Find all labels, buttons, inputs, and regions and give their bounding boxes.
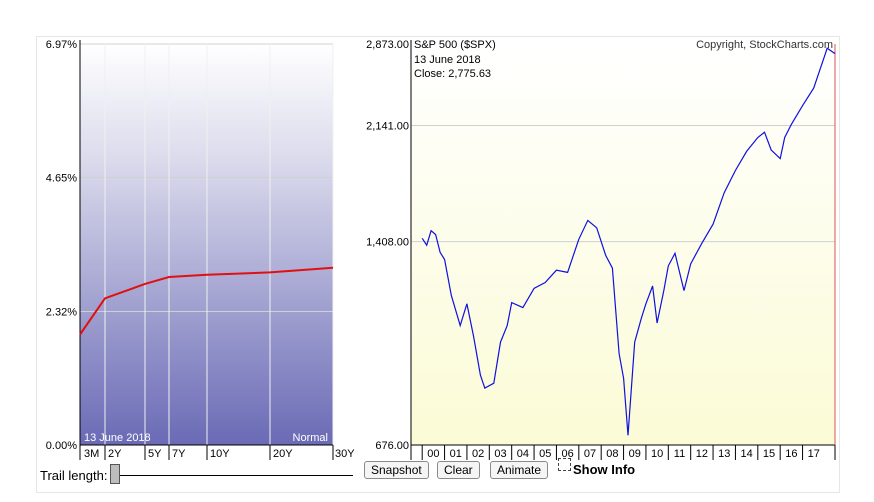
spx-x-tick-label: 15 bbox=[763, 448, 775, 460]
spx-x-tick-label: 16 bbox=[785, 448, 797, 460]
spx-grid bbox=[411, 125, 835, 243]
spx-x-tick-label: 14 bbox=[740, 448, 752, 460]
yield-x-tick-label: 10Y bbox=[210, 448, 230, 460]
spx-info-date: 13 June 2018 bbox=[414, 54, 481, 66]
spx-title: S&P 500 ($SPX) bbox=[414, 39, 496, 51]
spx-x-tick-label: 00 bbox=[427, 448, 439, 460]
charts-svg: 6.97% 4.65% 2.32% 0.00% 3M 2Y 5Y 7Y 10Y 20Y 30Y 1… bbox=[46, 39, 836, 460]
yield-date-label: 13 June 2018 bbox=[84, 432, 151, 444]
spx-y-tick-label: 676.00 bbox=[375, 440, 409, 452]
yield-y-tick-label: 0.00% bbox=[46, 440, 77, 452]
spx-x-tick-label: 01 bbox=[450, 448, 462, 460]
yield-y-tick-label: 6.97% bbox=[46, 39, 77, 51]
trail-length-track[interactable] bbox=[117, 475, 353, 476]
spx-y-tick-label: 1,408.00 bbox=[366, 237, 409, 249]
yield-y-tick-label: 4.65% bbox=[46, 172, 77, 184]
yield-x-tick-label: 2Y bbox=[108, 448, 122, 460]
spx-info-close: Close: 2,775.63 bbox=[414, 68, 491, 80]
spx-y-ticks: 2,873.00 2,141.00 1,408.00 676.00 bbox=[366, 39, 409, 452]
spx-x-tick-label: 10 bbox=[651, 448, 663, 460]
yield-y-tick-label: 2.32% bbox=[46, 307, 77, 319]
yield-x-ticks: 3M 2Y 5Y 7Y 10Y 20Y 30Y bbox=[79, 445, 355, 460]
show-info-checkbox[interactable] bbox=[558, 458, 571, 471]
controls-bar: Trail length: Snapshot Clear Animate Sho… bbox=[0, 456, 874, 496]
yield-grid bbox=[80, 43, 334, 446]
yield-shape-label: Normal bbox=[293, 432, 328, 444]
spx-x-tick-label: 07 bbox=[584, 448, 596, 460]
trail-length-thumb[interactable] bbox=[110, 464, 120, 484]
clear-button[interactable]: Clear bbox=[437, 461, 480, 479]
yield-x-tick-label: 5Y bbox=[148, 448, 162, 460]
spx-x-tick-label: 03 bbox=[494, 448, 506, 460]
chart-frame bbox=[36, 36, 840, 493]
yield-curve-line bbox=[79, 266, 334, 336]
spx-x-tick-label: 08 bbox=[606, 448, 618, 460]
spx-y-tick-label: 2,873.00 bbox=[366, 39, 409, 51]
spx-x-tick-label: 13 bbox=[718, 448, 730, 460]
spx-price-line bbox=[421, 47, 836, 436]
snapshot-button[interactable]: Snapshot bbox=[364, 461, 429, 479]
yield-curve-chart: 6.97% 4.65% 2.32% 0.00% 3M 2Y 5Y 7Y 10Y 20Y 30Y 1… bbox=[46, 39, 355, 460]
show-info-label: Show Info bbox=[573, 462, 636, 477]
yield-x-tick-label: 7Y bbox=[172, 448, 186, 460]
spx-x-tick-label: 06 bbox=[561, 448, 573, 460]
spx-plot-area bbox=[411, 44, 835, 445]
spx-y-tick-label: 2,141.00 bbox=[366, 121, 409, 133]
yield-x-tick-label: 30Y bbox=[335, 448, 355, 460]
spx-x-tick-label: 02 bbox=[472, 448, 484, 460]
spx-x-tick-label: 05 bbox=[539, 448, 551, 460]
animate-button[interactable]: Animate bbox=[490, 461, 549, 479]
spx-x-ticks: 00 01 02 03 04 05 06 07 08 09 10 11 12 13 14 15 16 17 bbox=[421, 445, 836, 460]
spx-copyright: Copyright, StockCharts.com bbox=[696, 39, 833, 51]
yield-x-tick-label: 3M bbox=[84, 448, 99, 460]
spx-x-tick-label: 17 bbox=[808, 448, 820, 460]
spx-x-tick-label: 09 bbox=[629, 448, 641, 460]
trail-length-label: Trail length: bbox=[40, 468, 108, 483]
spx-x-tick-label: 12 bbox=[696, 448, 708, 460]
spx-x-tick-label: 04 bbox=[517, 448, 529, 460]
spx-x-tick-label: 11 bbox=[674, 448, 685, 460]
yield-x-tick-label: 20Y bbox=[273, 448, 293, 460]
yield-y-ticks: 6.97% 4.65% 2.32% 0.00% bbox=[46, 39, 77, 452]
